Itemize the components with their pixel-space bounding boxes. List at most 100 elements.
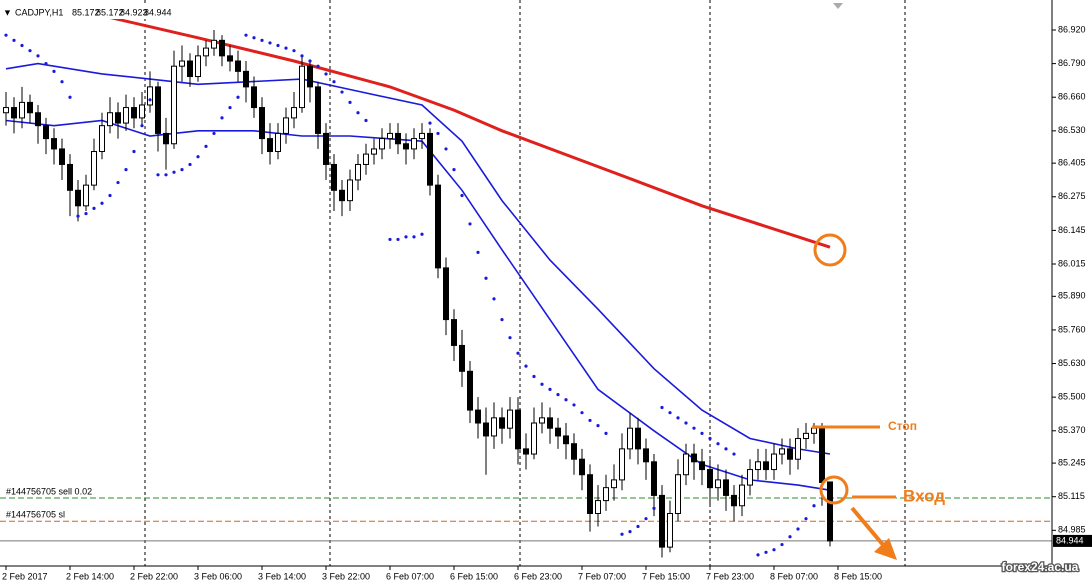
sar-dot <box>236 95 240 99</box>
arrow-shaft <box>850 506 886 548</box>
sar-dot <box>180 168 184 172</box>
sar-dot <box>316 64 320 68</box>
candle-body <box>451 319 457 346</box>
candle-body <box>315 86 321 134</box>
candle-body <box>699 461 705 471</box>
candle-body <box>363 153 369 165</box>
candle-body <box>467 370 473 411</box>
candle-body <box>267 138 273 153</box>
candle-body <box>539 417 545 424</box>
candle-body <box>275 132 281 153</box>
candle-body <box>643 448 649 463</box>
candle-body <box>227 55 233 62</box>
candle-body <box>235 60 241 72</box>
sar-dot <box>276 43 280 48</box>
sar-dot <box>148 98 152 102</box>
candle-body <box>723 479 729 496</box>
sar-dot <box>652 506 656 510</box>
candle-body <box>627 427 633 450</box>
sar-dot <box>540 382 544 386</box>
y-tick-label: 86.660 <box>1058 92 1086 102</box>
sar-dot <box>188 162 192 167</box>
candle-body <box>763 461 769 471</box>
sar-dot <box>76 214 80 218</box>
sar-dot <box>204 144 208 148</box>
sar-dot <box>140 124 144 128</box>
candle-body <box>619 448 625 481</box>
sar-dot <box>396 237 400 242</box>
sar-dot <box>460 193 464 198</box>
candle-body <box>427 132 433 186</box>
candle-body <box>555 427 561 437</box>
candle-body <box>563 435 569 445</box>
shift-marker <box>833 3 843 9</box>
candle-body <box>203 47 209 57</box>
y-tick-label: 84.985 <box>1058 525 1086 535</box>
candle-body <box>787 448 793 460</box>
candle-body <box>323 132 329 165</box>
candle-body <box>523 448 529 455</box>
x-tick-label: 2 Feb 2017 <box>2 571 48 581</box>
header: ▼ CADJPY,H1 85.172 85.172 84.923 84.944 <box>0 6 172 19</box>
y-tick-label: 86.275 <box>1058 191 1086 201</box>
candle-body <box>499 417 505 429</box>
sar-dot <box>124 168 128 172</box>
sar-dot <box>428 121 432 125</box>
candle-body <box>435 184 441 269</box>
x-tick-label: 6 Feb 15:00 <box>450 571 498 581</box>
sar-dot <box>484 276 488 280</box>
sar-dot <box>300 54 304 58</box>
candle-body <box>99 125 105 153</box>
candle-body <box>355 163 361 181</box>
x-tick-label: 3 Feb 22:00 <box>322 571 370 581</box>
sar-dot <box>716 442 720 446</box>
candle-body <box>579 458 585 476</box>
sar-dot <box>564 398 568 402</box>
candle-body <box>651 461 657 496</box>
sar-dot <box>500 317 504 322</box>
sar-dot <box>44 62 48 66</box>
candle-body <box>155 86 161 134</box>
x-tick-label: 7 Feb 23:00 <box>706 571 754 581</box>
candle-body <box>587 474 593 515</box>
sar-dot <box>724 447 728 451</box>
x-tick-label: 8 Feb 07:00 <box>770 571 818 581</box>
sar-dot <box>244 33 248 37</box>
sar-dot <box>780 542 784 547</box>
candle-body <box>211 39 217 49</box>
candle-body <box>139 104 145 119</box>
candle-body <box>339 189 345 202</box>
y-tick-label: 85.370 <box>1058 425 1086 435</box>
sar-dot <box>588 418 592 423</box>
price-label-bg <box>1053 534 1092 547</box>
candle-body <box>331 163 337 191</box>
sar-dot <box>92 206 96 211</box>
candle-body <box>547 417 553 429</box>
close-value: 84.944 <box>144 7 172 17</box>
sar-dot <box>60 80 64 84</box>
sar-dot <box>132 149 136 154</box>
sar-dot <box>220 116 224 120</box>
candle-body <box>683 453 689 476</box>
candle-body <box>131 107 137 119</box>
candle-body <box>611 479 617 489</box>
arrow-head <box>874 538 897 560</box>
candle-body <box>91 151 97 186</box>
y-tick-label: 85.630 <box>1058 358 1086 368</box>
candle-body <box>43 125 49 140</box>
sar-dot <box>404 235 408 239</box>
x-tick-label: 2 Feb 14:00 <box>66 571 114 581</box>
sar-dot <box>108 193 112 198</box>
x-tick-label: 7 Feb 15:00 <box>642 571 690 581</box>
x-tick-label: 3 Feb 06:00 <box>194 571 242 581</box>
sar-dot <box>196 155 200 159</box>
candle-body <box>123 107 129 124</box>
y-tick-label: 85.890 <box>1058 291 1086 301</box>
candle-body <box>707 469 713 489</box>
y-tick-label: 86.530 <box>1058 125 1086 135</box>
candle-body <box>811 427 817 434</box>
sar-dot <box>252 36 256 40</box>
sar-dot <box>556 392 560 397</box>
